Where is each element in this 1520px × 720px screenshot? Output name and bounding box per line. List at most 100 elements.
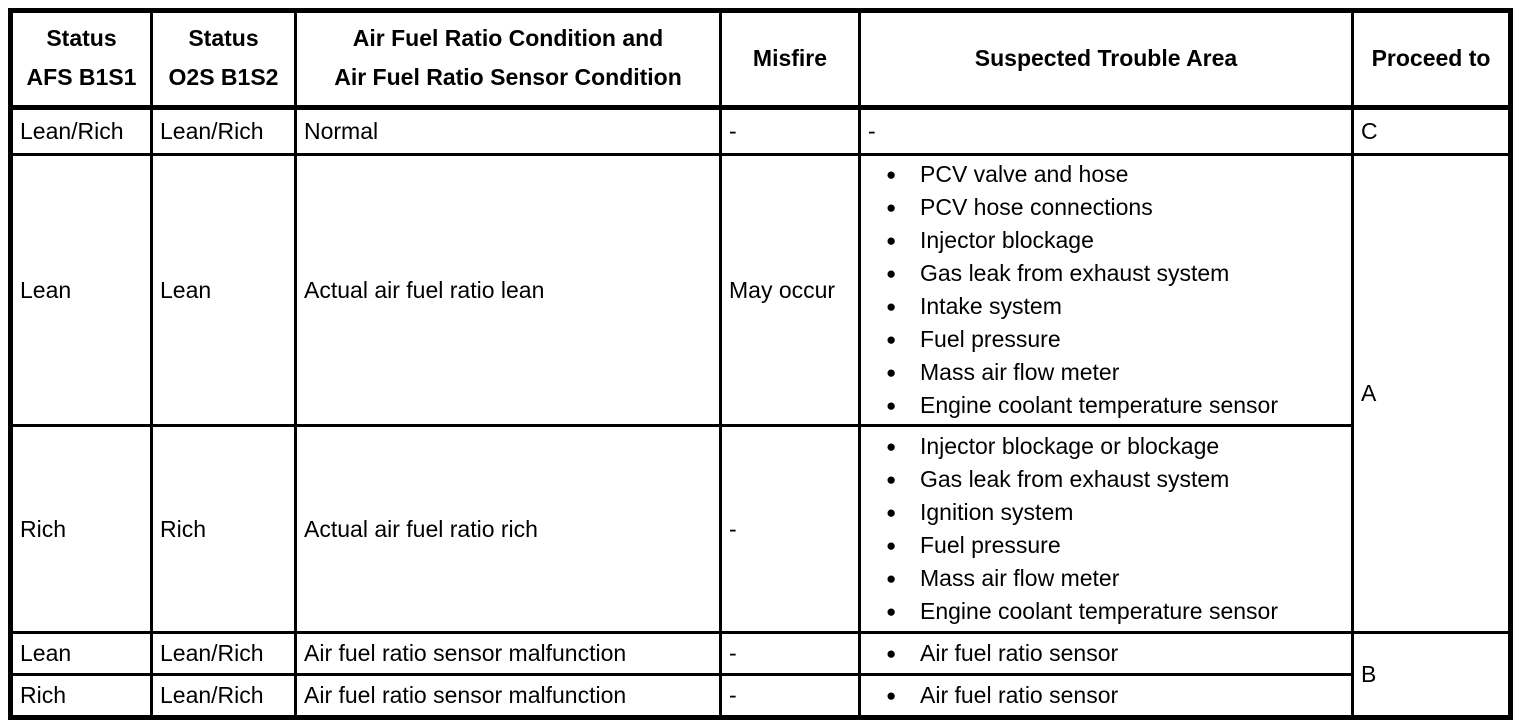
list-item-label: Ignition system bbox=[920, 499, 1074, 525]
cell-misfire: May occur bbox=[719, 153, 861, 427]
cell-o2s-status: Lean/Rich bbox=[150, 106, 297, 156]
cell-afs-status: Lean bbox=[9, 153, 153, 427]
header-line: AFS B1S1 bbox=[26, 64, 137, 90]
table-row-lean: Lean Lean Actual air fuel ratio lean May… bbox=[9, 153, 1512, 634]
cell-afs-status: Lean bbox=[9, 631, 153, 676]
list-item: ● Engine coolant temperature sensor bbox=[868, 389, 1347, 422]
bullet-icon: ● bbox=[886, 396, 897, 415]
table-row-lean-malfunction: Lean Lean/Rich Air fuel ratio sensor mal… bbox=[9, 631, 1512, 719]
list-item-label: Injector blockage or blockage bbox=[920, 433, 1220, 459]
cell-o2s-status: Lean/Rich bbox=[150, 631, 297, 676]
col-header-status-o2s-b1s2: Status O2S B1S2 bbox=[150, 9, 297, 110]
header-line: O2S B1S2 bbox=[168, 64, 279, 90]
bullet-icon: ● bbox=[886, 165, 897, 184]
col-header-air-fuel-ratio-condition: Air Fuel Ratio Condition and Air Fuel Ra… bbox=[294, 9, 722, 110]
cell-afs-status: Rich bbox=[9, 673, 153, 719]
list-item: ● PCV valve and hose bbox=[868, 158, 1347, 191]
list-item-label: Air fuel ratio sensor bbox=[920, 682, 1119, 708]
header-line: Air Fuel Ratio Condition and bbox=[352, 25, 664, 51]
cell-misfire: - bbox=[719, 673, 861, 719]
list-item: ● PCV hose connections bbox=[868, 191, 1347, 224]
header-line: Proceed to bbox=[1371, 44, 1491, 71]
list-item: ● Air fuel ratio sensor bbox=[868, 637, 1347, 670]
bullet-icon: ● bbox=[886, 363, 897, 382]
bullet-icon: ● bbox=[886, 330, 897, 349]
col-header-status-afs-b1s1: Status AFS B1S1 bbox=[9, 9, 153, 110]
cell-suspected-trouble: ● Air fuel ratio sensor bbox=[858, 673, 1354, 719]
header-line: Status bbox=[188, 25, 259, 51]
list-item-label: PCV valve and hose bbox=[920, 161, 1129, 187]
list-item-label: Mass air flow meter bbox=[920, 565, 1120, 591]
table-row-rich-malfunction: Rich Lean/Rich Air fuel ratio sensor mal… bbox=[9, 673, 1511, 719]
cell-condition: Normal bbox=[294, 106, 722, 156]
list-item: ● Gas leak from exhaust system bbox=[868, 257, 1347, 290]
list-item: ● Fuel pressure bbox=[868, 323, 1347, 356]
list-item: ● Fuel pressure bbox=[868, 529, 1347, 562]
cell-proceed-to: A bbox=[1351, 153, 1512, 634]
list-item-label: Fuel pressure bbox=[920, 326, 1061, 352]
cell-suspected-trouble: ● PCV valve and hose ● PCV hose connection… bbox=[858, 153, 1354, 427]
list-item: ● Mass air flow meter bbox=[868, 562, 1347, 595]
bullet-icon: ● bbox=[886, 231, 897, 250]
cell-afs-status: Lean/Rich bbox=[9, 106, 153, 156]
list-item-label: PCV hose connections bbox=[920, 194, 1153, 220]
list-item: ● Mass air flow meter bbox=[868, 356, 1347, 389]
bullet-icon: ● bbox=[886, 644, 897, 663]
cell-suspected-trouble: - bbox=[858, 106, 1354, 156]
header-line: Status bbox=[46, 25, 117, 51]
list-item: ● Injector blockage or blockage bbox=[868, 430, 1347, 463]
bullet-icon: ● bbox=[886, 686, 897, 705]
cell-condition: Air fuel ratio sensor malfunction bbox=[294, 673, 722, 719]
cell-proceed-to: C bbox=[1351, 106, 1512, 156]
list-item-label: Mass air flow meter bbox=[920, 359, 1120, 385]
trouble-list: ● Air fuel ratio sensor bbox=[868, 679, 1347, 712]
cell-misfire: - bbox=[719, 631, 861, 676]
list-item-label: Engine coolant temperature sensor bbox=[920, 392, 1278, 418]
list-item-label: Engine coolant temperature sensor bbox=[920, 598, 1278, 624]
cell-misfire: - bbox=[719, 106, 861, 156]
trouble-list: ● Air fuel ratio sensor bbox=[868, 637, 1347, 670]
cell-condition: Actual air fuel ratio lean bbox=[294, 153, 722, 427]
cell-afs-status: Rich bbox=[9, 424, 153, 634]
bullet-icon: ● bbox=[886, 503, 897, 522]
diagnostic-table: Status AFS B1S1 Status O2S B1S2 Air Fuel… bbox=[8, 8, 1513, 720]
list-item-label: Injector blockage bbox=[920, 227, 1094, 253]
bullet-icon: ● bbox=[886, 569, 897, 588]
trouble-list: ● Injector blockage or blockage ● Gas leak… bbox=[868, 430, 1347, 628]
list-item: ● Injector blockage bbox=[868, 224, 1347, 257]
list-item-label: Fuel pressure bbox=[920, 532, 1061, 558]
col-header-suspected-trouble-area: Suspected Trouble Area bbox=[858, 9, 1354, 110]
cell-condition: Air fuel ratio sensor malfunction bbox=[294, 631, 722, 676]
cell-suspected-trouble: ● Injector blockage or blockage ● Gas leak… bbox=[858, 424, 1354, 634]
cell-proceed-to: B bbox=[1351, 631, 1512, 719]
cell-o2s-status: Rich bbox=[150, 424, 297, 634]
header-line: Air Fuel Ratio Sensor Condition bbox=[334, 64, 682, 90]
table-row-rich: Rich Rich Actual air fuel ratio rich - ●… bbox=[9, 424, 1511, 634]
list-item-label: Air fuel ratio sensor bbox=[920, 640, 1119, 666]
bullet-icon: ● bbox=[886, 536, 897, 555]
bullet-icon: ● bbox=[886, 602, 897, 621]
col-header-proceed-to: Proceed to bbox=[1351, 9, 1512, 110]
list-item-label: Gas leak from exhaust system bbox=[920, 260, 1230, 286]
cell-misfire: - bbox=[719, 424, 861, 634]
cell-o2s-status: Lean bbox=[150, 153, 297, 427]
bullet-icon: ● bbox=[886, 297, 897, 316]
list-item: ● Ignition system bbox=[868, 496, 1347, 529]
col-header-misfire: Misfire bbox=[719, 9, 861, 110]
list-item: ● Air fuel ratio sensor bbox=[868, 679, 1347, 712]
cell-condition: Actual air fuel ratio rich bbox=[294, 424, 722, 634]
header-line: Suspected Trouble Area bbox=[974, 44, 1238, 71]
list-item-label: Gas leak from exhaust system bbox=[920, 466, 1230, 492]
bullet-icon: ● bbox=[886, 437, 897, 456]
trouble-list: ● PCV valve and hose ● PCV hose connection… bbox=[868, 158, 1347, 422]
header-row: Status AFS B1S1 Status O2S B1S2 Air Fuel… bbox=[9, 9, 1512, 110]
table-row-normal: Lean/Rich Lean/Rich Normal - - C bbox=[9, 106, 1512, 156]
bullet-icon: ● bbox=[886, 264, 897, 283]
list-item: ● Engine coolant temperature sensor bbox=[868, 595, 1347, 628]
header-line: Misfire bbox=[752, 44, 828, 71]
cell-o2s-status: Lean/Rich bbox=[150, 673, 297, 719]
list-item: ● Intake system bbox=[868, 290, 1347, 323]
cell-suspected-trouble: ● Air fuel ratio sensor bbox=[858, 631, 1354, 676]
list-item-label: Intake system bbox=[920, 293, 1062, 319]
